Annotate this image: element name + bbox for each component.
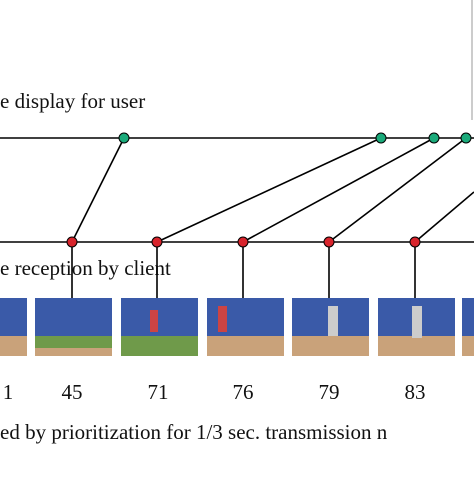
thumbnails [0,298,474,356]
display-dots [118,132,472,144]
connectors [71,137,474,298]
reception-dots [66,236,421,248]
frame-number: 76 [233,380,254,404]
frame-number: 1 [3,380,14,404]
display-label: e display for user [0,89,145,113]
frame-number: 79 [319,380,340,404]
reception-label: e reception by client [0,256,171,280]
frame-number: 83 [405,380,426,404]
frame-number: 71 [148,380,169,404]
frame-number: 45 [62,380,83,404]
caption: ed by prioritization for 1/3 sec. transm… [0,420,388,444]
